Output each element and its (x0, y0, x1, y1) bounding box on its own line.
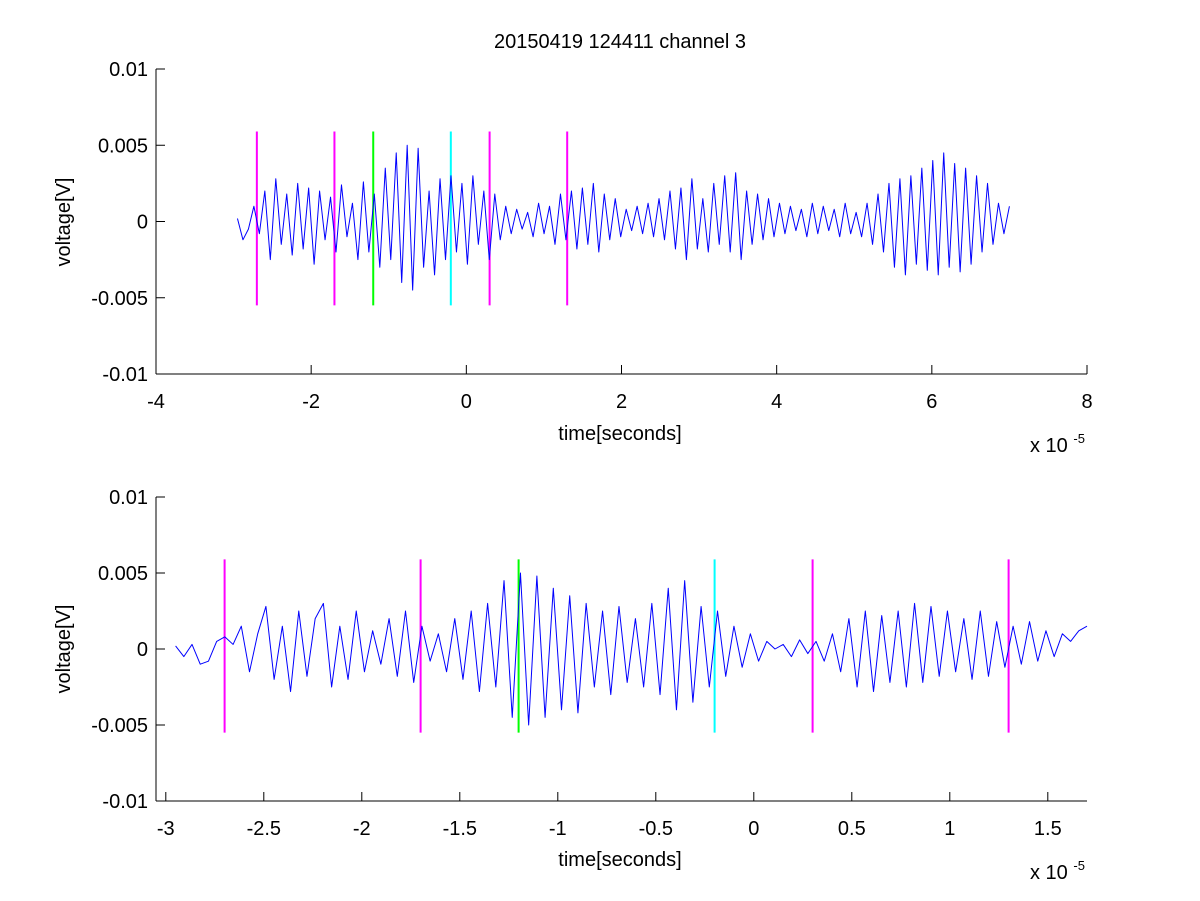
top-plot-x-ticks: -4 -2 0 2 4 6 8 (147, 365, 1093, 413)
bottom-plot-x-tick-label: -1 (549, 818, 567, 840)
bottom-plot-signal-line-0 (175, 572, 1088, 726)
bottom-plot-x-multiplier: x 10 -5 (1030, 858, 1085, 884)
top-plot-x-multiplier-base: x 10 (1030, 435, 1068, 457)
bottom-plot-x-tick-label: -1.5 (443, 818, 477, 840)
bottom-plot-x-tick-label: -2 (353, 818, 371, 840)
bottom-plot-x-axis-label: time[seconds] (558, 849, 681, 871)
top-plot-markers (255, 131, 569, 306)
bottom-plot-x-ticks: -3 -2.5 -2 -1.5 -1 -0.5 0 0.5 1 1.5 (157, 792, 1062, 840)
bottom-plot-markers (223, 559, 1010, 733)
top-plot-y-tick-label: -0.005 (91, 288, 148, 310)
chart-title: 20150419 124411 channel 3 (494, 31, 746, 53)
top-plot-y-axis-label: voltage[V] (53, 178, 75, 267)
top-plot-x-tick-label: 4 (771, 391, 782, 413)
bottom-plot-x-tick-label: -3 (157, 818, 175, 840)
top-plot: -4 -2 0 2 4 6 8 -0.01 -0.005 0 0.005 0.01 time[sec… (53, 59, 1093, 457)
bottom-plot-y-ticks: -0.01 -0.005 0 0.005 0.01 (91, 487, 165, 813)
bottom-plot-x-tick-label: 1.5 (1034, 818, 1062, 840)
bottom-plot-y-tick-label: 0.01 (109, 487, 148, 509)
top-plot-y-ticks: -0.01 -0.005 0 0.005 0.01 (91, 59, 165, 386)
bottom-plot-y-tick-label: 0.005 (98, 563, 148, 585)
top-plot-signal-line-0 (236, 144, 1010, 291)
bottom-plot-x-tick-label: 1 (944, 818, 955, 840)
top-plot-x-tick-label: 0 (461, 391, 472, 413)
bottom-plot-y-tick-label: -0.01 (102, 791, 148, 813)
bottom-plot-y-tick-label: 0 (137, 639, 148, 661)
bottom-plot-x-multiplier-base: x 10 (1030, 862, 1068, 884)
bottom-plot-x-tick-label: -0.5 (639, 818, 673, 840)
top-plot-x-tick-label: -2 (302, 391, 320, 413)
bottom-plot: -3 -2.5 -2 -1.5 -1 -0.5 0 0.5 1 1.5 -0.01 -0.005 0 0… (53, 487, 1088, 884)
top-plot-x-tick-label: -4 (147, 391, 165, 413)
top-plot-x-multiplier: x 10 -5 (1030, 431, 1085, 457)
bottom-plot-x-tick-label: 0 (748, 818, 759, 840)
bottom-plot-x-tick-label: 0.5 (838, 818, 866, 840)
bottom-plot-axes (155, 497, 1087, 802)
top-plot-series (236, 144, 1010, 291)
top-plot-x-tick-label: 2 (616, 391, 627, 413)
top-plot-x-tick-label: 8 (1081, 391, 1092, 413)
top-plot-y-tick-label: 0 (137, 212, 148, 234)
bottom-plot-x-tick-label: -2.5 (247, 818, 281, 840)
bottom-plot-y-tick-label: -0.005 (91, 715, 148, 737)
top-plot-x-axis-label: time[seconds] (558, 423, 681, 445)
top-plot-x-exponent: -5 (1073, 431, 1085, 446)
top-plot-x-tick-label: 6 (926, 391, 937, 413)
bottom-plot-y-axis-label: voltage[V] (53, 605, 75, 694)
bottom-plot-x-exponent: -5 (1073, 858, 1085, 873)
top-plot-y-tick-label: -0.01 (102, 364, 148, 386)
top-plot-y-tick-label: 0.01 (109, 59, 148, 81)
top-plot-y-tick-label: 0.005 (98, 135, 148, 157)
bottom-plot-series (175, 572, 1088, 726)
